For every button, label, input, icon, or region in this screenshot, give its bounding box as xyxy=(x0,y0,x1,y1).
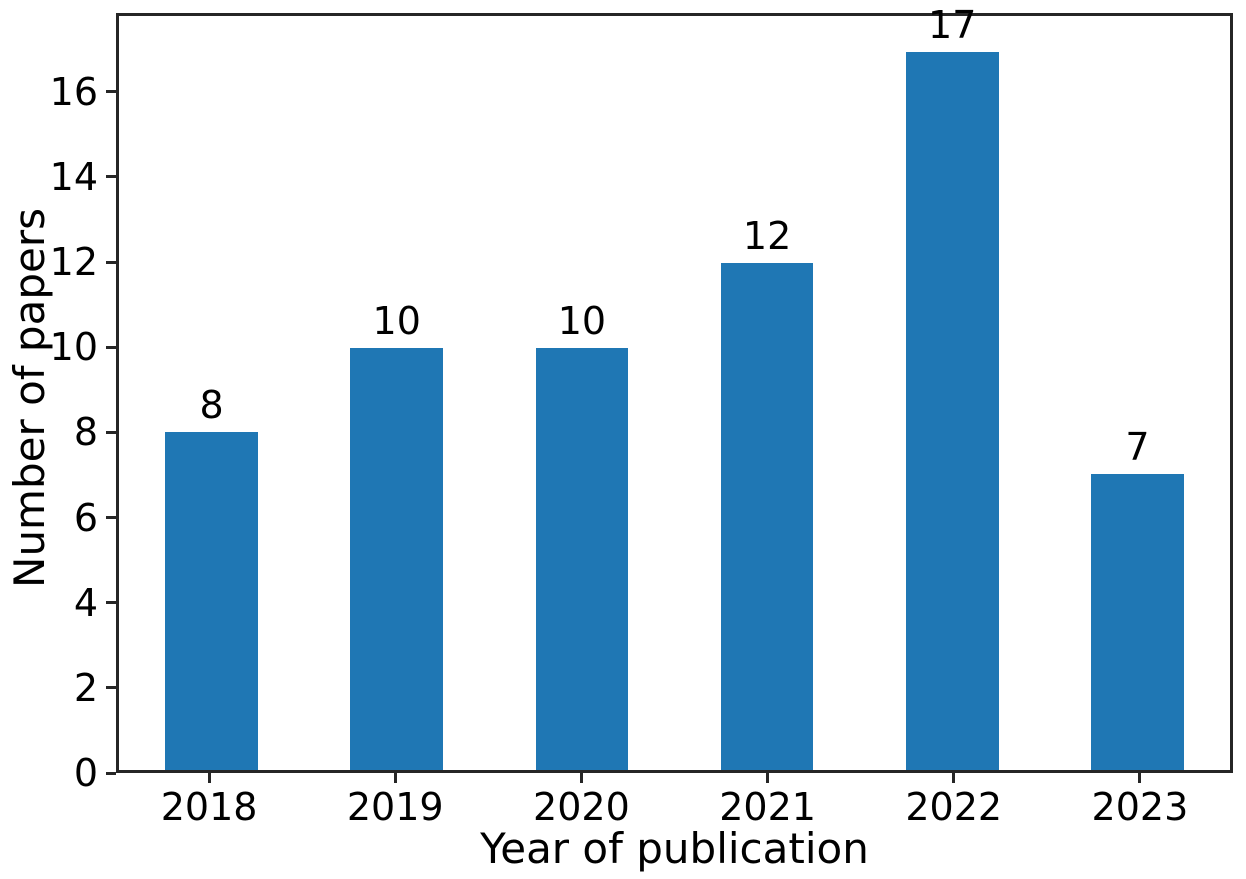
x-tick-mark-2022 xyxy=(952,773,956,783)
y-tick-mark-16 xyxy=(106,90,116,94)
plot-area: 8 10 10 12 17 7 xyxy=(116,6,1233,773)
y-tick-mark-6 xyxy=(106,516,116,520)
y-tick-mark-8 xyxy=(106,430,116,434)
x-tick-mark-2021 xyxy=(766,773,770,783)
x-tick-label-2020: 2020 xyxy=(533,785,630,829)
y-tick-mark-10 xyxy=(106,345,116,349)
x-tick-label-2019: 2019 xyxy=(346,785,444,829)
bar-value-label-2023: 7 xyxy=(1125,425,1150,470)
bar-layer: 8 10 10 12 17 7 xyxy=(119,6,1230,770)
x-tick-label-2023: 2023 xyxy=(1091,785,1189,829)
bar-value-label-2022: 17 xyxy=(928,2,977,47)
x-tick-label-2021: 2021 xyxy=(719,785,816,829)
y-tick-label-12: 12 xyxy=(49,240,98,285)
y-tick-label-10: 10 xyxy=(49,325,98,370)
bar-2023 xyxy=(1091,474,1184,770)
bar-2019 xyxy=(350,347,444,770)
y-tick-mark-0 xyxy=(106,771,116,775)
y-tick-mark-14 xyxy=(106,175,116,179)
bar-2018 xyxy=(165,432,258,770)
x-tick-label-2018: 2018 xyxy=(160,785,258,829)
bar-2020 xyxy=(535,347,629,770)
bar-value-label-2018: 8 xyxy=(199,383,224,428)
bar-group-2023: 7 xyxy=(1045,16,1230,770)
x-tick-mark-2018 xyxy=(207,773,211,783)
x-tick-mark-2020 xyxy=(579,773,583,783)
x-tick-label-2022: 2022 xyxy=(905,785,1003,829)
bar-group-2022: 17 xyxy=(860,6,1045,770)
bar-group-2020: 10 xyxy=(489,16,674,770)
y-tick-mark-12 xyxy=(106,260,116,264)
bar-2022 xyxy=(905,51,999,770)
x-tick-mark-2019 xyxy=(393,773,397,783)
y-tick-label-16: 16 xyxy=(49,69,98,114)
y-tick-label-14: 14 xyxy=(49,154,98,199)
y-tick-label-8: 8 xyxy=(73,410,98,455)
bar-value-label-2019: 10 xyxy=(372,298,421,343)
y-tick-label-2: 2 xyxy=(73,665,98,710)
y-tick-label-6: 6 xyxy=(73,495,98,540)
bar-value-label-2021: 12 xyxy=(742,214,792,259)
bar-value-label-2020: 10 xyxy=(557,298,607,343)
bar-group-2018: 8 xyxy=(119,16,304,770)
bar-group-2021: 12 xyxy=(675,16,860,770)
y-tick-label-4: 4 xyxy=(73,580,98,625)
bar-2021 xyxy=(720,263,814,770)
x-axis-label: Year of publication xyxy=(480,824,869,873)
x-tick-mark-2023 xyxy=(1138,773,1142,783)
y-tick-mark-2 xyxy=(106,686,116,690)
y-tick-label-0: 0 xyxy=(73,751,98,795)
y-tick-mark-4 xyxy=(106,601,116,605)
bar-group-2019: 10 xyxy=(304,16,489,770)
